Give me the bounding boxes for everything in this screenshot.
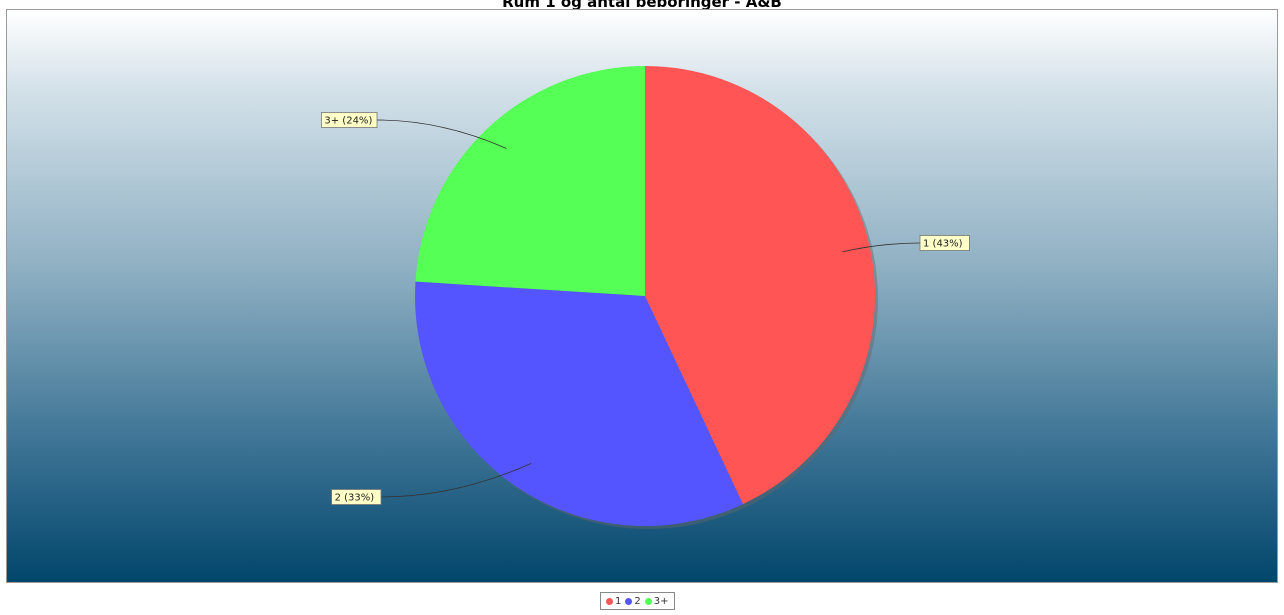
pie-slice-2 (414, 281, 743, 526)
legend-swatch-2 (625, 597, 633, 605)
plot-area: 1 (43%) 2 (33%) 3+ (24%) (6, 9, 1278, 583)
slice-label-text: 3+ (24%) (324, 116, 372, 127)
leader-line-3plus (376, 119, 507, 149)
pie-slice-1 (645, 66, 875, 505)
slice-label-3plus: 3+ (24%) (320, 112, 378, 128)
legend-label: 3+ (653, 595, 669, 607)
slice-label-box (320, 112, 378, 128)
legend-label: 2 (634, 595, 641, 607)
legend: 1 2 3+ (600, 592, 675, 610)
leader-line-2 (380, 463, 532, 498)
slice-label-2: 2 (33%) (331, 489, 382, 505)
slice-label-text: 2 (33%) (335, 493, 375, 504)
leader-line-1 (842, 242, 921, 253)
legend-item-3plus: 3+ (644, 595, 669, 607)
slice-label-box (331, 489, 382, 505)
legend-swatch-3plus (644, 597, 652, 605)
chart-title: Rum 1 og antal beboringer - A&B (502, 0, 782, 11)
legend-label: 1 (615, 595, 622, 607)
pie-slice-3plus (415, 66, 645, 296)
slice-label-1: 1 (43%) (919, 235, 970, 251)
slice-label-text: 1 (43%) (923, 239, 963, 250)
pie-chart: 1 (43%) 2 (33%) 3+ (24%) (320, 66, 970, 529)
slice-label-box (919, 235, 970, 251)
legend-item-2: 2 (625, 595, 641, 607)
legend-swatch-1 (606, 597, 613, 605)
legend-item-1: 1 (606, 596, 621, 607)
